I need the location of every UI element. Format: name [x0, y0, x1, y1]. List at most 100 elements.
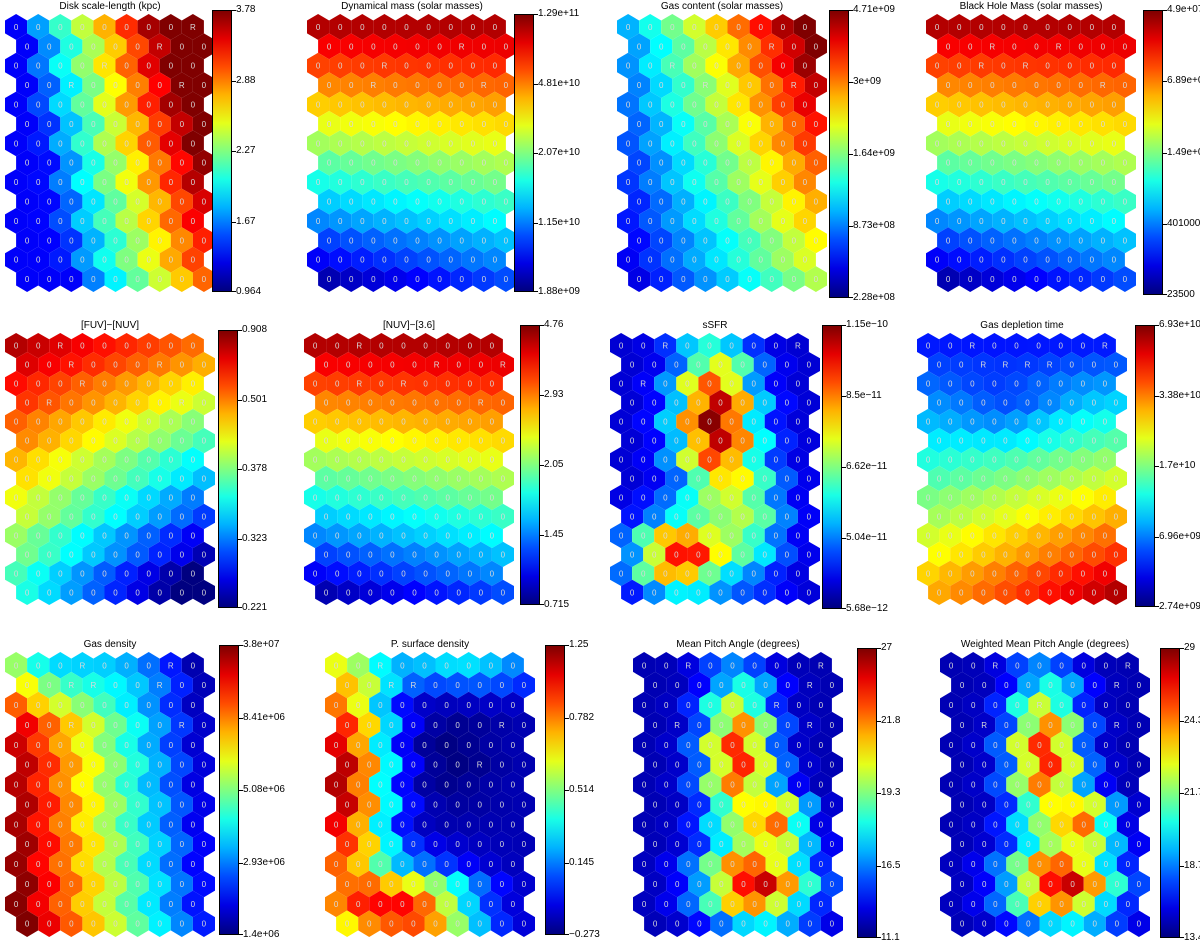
hex-cell — [348, 484, 371, 511]
cell-label: 0 — [169, 531, 174, 540]
hex-cell — [992, 91, 1015, 118]
cell-label: 0 — [763, 920, 768, 929]
cell-label: 0 — [191, 418, 196, 427]
cell-label: 0 — [382, 139, 387, 148]
hex-cell — [721, 771, 744, 798]
hex-cell — [809, 652, 832, 679]
hex-cell — [137, 446, 160, 473]
hex-cell — [49, 169, 72, 195]
cell-label: 0 — [937, 588, 942, 597]
hex-cell — [992, 14, 1015, 40]
hex-cell — [115, 408, 138, 435]
hex-cell — [336, 711, 359, 739]
hex-cell — [137, 560, 160, 586]
hex-cell — [928, 503, 951, 530]
hex-cell — [970, 91, 993, 118]
hex-cell — [325, 691, 348, 719]
cell-label: 0 — [814, 236, 819, 245]
hex-cell — [1102, 91, 1125, 118]
cell-label: 0 — [1103, 380, 1108, 389]
hex-cell — [1116, 850, 1139, 878]
cell-label: 0 — [792, 42, 797, 51]
cell-label: 0 — [785, 920, 790, 929]
hex-cell — [469, 427, 492, 454]
cell-label: 0 — [1026, 721, 1031, 730]
cell-label: 0 — [718, 512, 723, 521]
cell-label: 0 — [371, 198, 376, 207]
hex-cell — [732, 751, 755, 778]
hex-cell — [644, 910, 667, 937]
colorbar-tick-label: 16.5 — [881, 859, 901, 871]
hex-cell — [677, 890, 700, 918]
cell-label: 0 — [468, 342, 473, 351]
hex-cell — [417, 246, 440, 273]
hex-cell — [793, 52, 816, 79]
cell-label: 0 — [36, 23, 41, 32]
hex-cell — [654, 446, 677, 473]
cell-label: 0 — [334, 741, 339, 750]
cell-label: 0 — [14, 900, 19, 909]
cell-label: 0 — [146, 661, 151, 670]
cell-label: 0 — [1023, 256, 1028, 265]
hex-cell — [82, 579, 105, 605]
hex-cell — [115, 484, 138, 511]
hex-cell — [644, 711, 667, 739]
cell-label: 0 — [1081, 456, 1086, 465]
hex-cell — [650, 188, 673, 215]
hex-cell — [93, 91, 116, 118]
hex-cell — [479, 652, 502, 679]
cell-label: 0 — [1114, 361, 1119, 370]
hex-cell — [939, 522, 962, 549]
cell-label: 0 — [169, 456, 174, 465]
cell-label: 0 — [1004, 880, 1009, 889]
hex-cell — [104, 831, 127, 858]
hex-cell — [27, 652, 50, 679]
hex-cell — [973, 751, 996, 778]
cell-label: R — [356, 342, 362, 351]
cell-label: 0 — [819, 781, 824, 790]
hex-cell — [436, 522, 459, 549]
hex-cell — [406, 72, 429, 98]
hex-cell — [49, 14, 72, 40]
cell-label: 0 — [1004, 920, 1009, 929]
hex-cell — [60, 870, 83, 898]
cell-label: 0 — [1056, 275, 1061, 284]
hex-cell — [71, 169, 94, 195]
hex-cell — [1058, 169, 1081, 195]
cell-label: 0 — [785, 399, 790, 408]
cell-label: 0 — [313, 418, 318, 427]
hex-cell — [765, 890, 788, 918]
hex-cell — [307, 246, 330, 273]
hex-cell — [1003, 149, 1026, 176]
cell-label: 0 — [946, 159, 951, 168]
hex-cell — [655, 771, 678, 798]
hex-cell — [694, 72, 717, 98]
hex-cell — [786, 408, 809, 435]
cell-label: 0 — [47, 721, 52, 730]
cell-label: 0 — [960, 800, 965, 809]
cell-label: 0 — [1070, 880, 1075, 889]
hexagon-grid: 0 0 R 0 0 0 0 0 R0 0 0 0 0 0 0 R 00 0 0 0 0 0 R 0 00 R 0 0 0 0 0 R 00 0 0 0… — [633, 652, 843, 937]
cell-label: 0 — [334, 820, 339, 829]
cell-label: 0 — [797, 781, 802, 790]
cell-label: 0 — [1048, 800, 1053, 809]
cell-label: 0 — [415, 42, 420, 51]
hex-cell — [181, 14, 204, 40]
hex-cell — [1069, 266, 1092, 292]
cell-label: 0 — [652, 475, 657, 484]
cell-label: 0 — [697, 721, 702, 730]
cell-label: 0 — [982, 800, 987, 809]
colorbar-tick-mark — [1163, 81, 1167, 83]
cell-label: 0 — [719, 681, 724, 690]
hex-cell — [16, 870, 39, 898]
hex-cell — [1047, 72, 1070, 98]
hex-cell — [820, 751, 843, 778]
hex-cell — [786, 560, 809, 586]
cell-label: 0 — [751, 494, 756, 503]
hex-cell — [384, 111, 407, 137]
hex-cell — [688, 910, 711, 937]
cell-label: 0 — [814, 42, 819, 51]
cell-label: 0 — [937, 361, 942, 370]
cell-label: 0 — [1101, 236, 1106, 245]
hex-cell — [984, 731, 1007, 758]
